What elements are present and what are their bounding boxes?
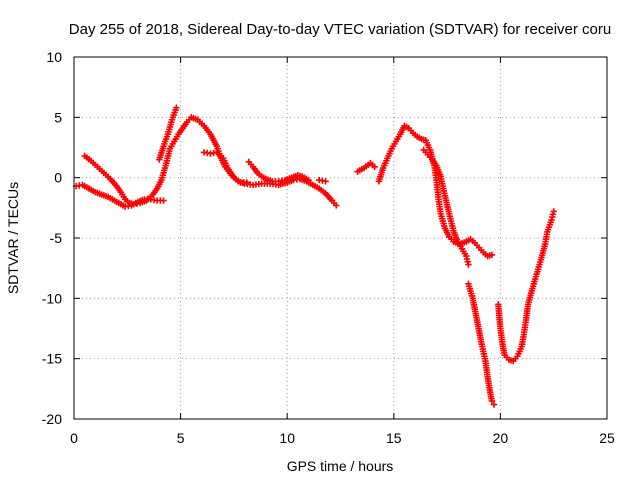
y-tick-label: -10 (42, 290, 62, 306)
chart-title: Day 255 of 2018, Sidereal Day-to-day VTE… (69, 21, 611, 38)
data-point-marker (550, 208, 557, 215)
x-tick-label: 15 (386, 430, 402, 446)
data-point-marker (305, 176, 312, 184)
y-tick-label: 5 (54, 109, 62, 125)
data-point-marker (173, 104, 180, 111)
data-point-marker (465, 261, 472, 268)
data-point-marker (490, 401, 498, 408)
plot-frame (73, 56, 608, 420)
grid-lines (74, 57, 607, 419)
x-axis-label: GPS time / hours (287, 458, 394, 474)
y-tick-label: -15 (42, 351, 62, 367)
data-point-marker (160, 197, 167, 204)
data-point-marker (488, 251, 496, 259)
axis-ticks: 0 5 10 15 20 25 10 5 0 -5 -10 -15 -20 (42, 49, 615, 446)
data-point-marker (243, 179, 250, 186)
y-tick-label: -5 (50, 230, 63, 246)
y-axis-label: SDTVAR / TECUs (5, 182, 21, 294)
data-points (72, 104, 557, 408)
x-tick-label: 10 (279, 430, 295, 446)
data-point-marker (488, 397, 496, 405)
data-point-marker (371, 163, 378, 171)
y-tick-label: 0 (54, 170, 62, 186)
x-tick-label: 20 (493, 430, 509, 446)
data-point-marker (322, 178, 329, 185)
x-tick-label: 0 (70, 430, 78, 446)
y-tick-label: -20 (42, 411, 62, 427)
x-tick-label: 25 (599, 430, 615, 446)
y-tick-label: 10 (46, 49, 62, 65)
x-tick-label: 5 (177, 430, 185, 446)
data-point-marker (333, 202, 340, 209)
